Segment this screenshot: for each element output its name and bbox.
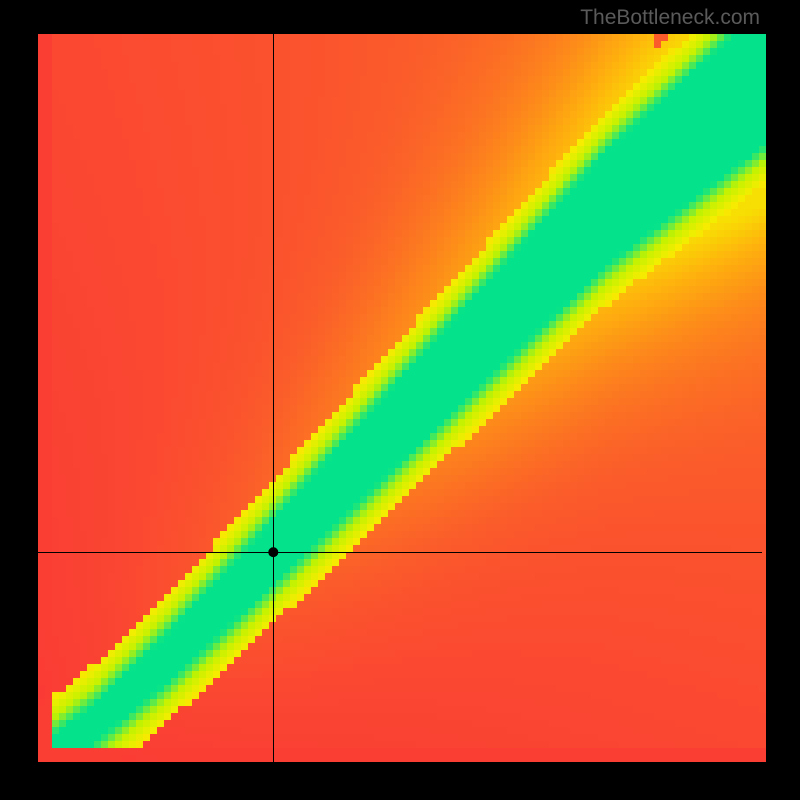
bottleneck-heatmap — [0, 0, 800, 800]
watermark-text: TheBottleneck.com — [580, 6, 760, 30]
